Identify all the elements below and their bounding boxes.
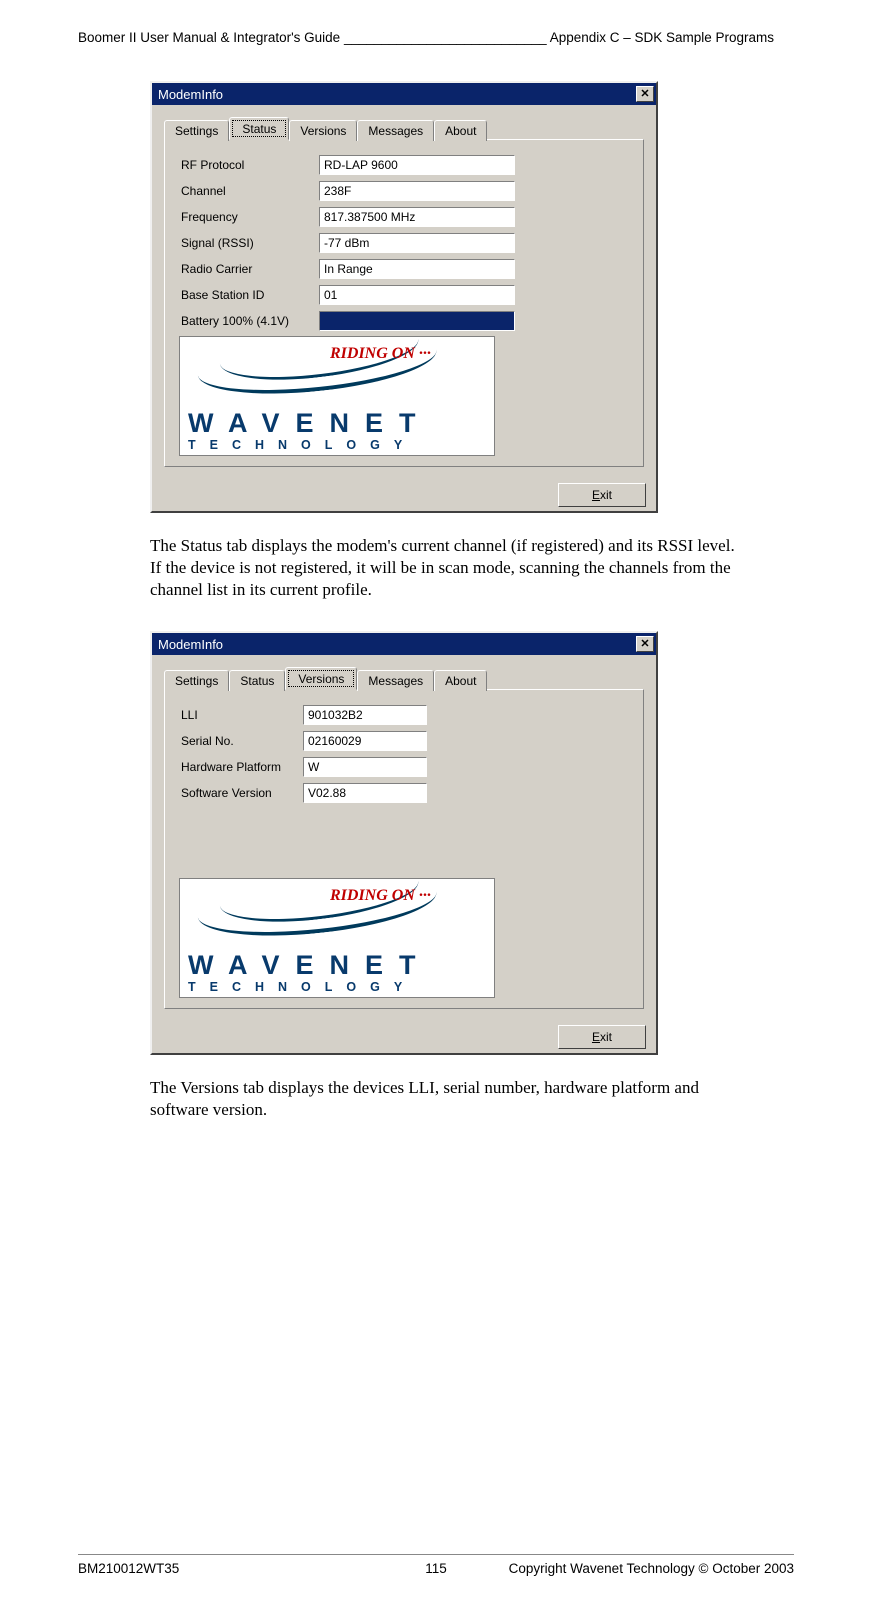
tab-panel-status: RF Protocol RD-LAP 9600 Channel 238F Fre… [164,139,644,467]
exit-button[interactable]: Exit [558,483,646,507]
row-software: Software Version V02.88 [179,782,629,804]
label-battery: Battery 100% (4.1V) [179,314,319,328]
label-channel: Channel [179,184,319,198]
tab-about[interactable]: About [434,670,487,691]
label-serial: Serial No. [179,734,303,748]
tab-messages[interactable]: Messages [357,120,434,141]
client-area: Settings Status Versions Messages About … [152,105,656,475]
logo-swoosh: RIDING ON ··· [180,343,494,397]
tab-versions[interactable]: Versions [289,120,357,141]
field-battery[interactable] [319,311,515,331]
field-hardware[interactable]: W [303,757,427,777]
client-area: Settings Status Versions Messages About … [152,655,656,1017]
logo-riding-text: RIDING ON ··· [330,345,431,363]
row-radio-carrier: Radio Carrier In Range [179,258,629,280]
field-software[interactable]: V02.88 [303,783,427,803]
logo-subbrand: TECHNOLOGY [184,439,490,452]
field-lli[interactable]: 901032B2 [303,705,427,725]
window-title: ModemInfo [158,637,223,652]
row-signal: Signal (RSSI) -77 dBm [179,232,629,254]
exit-button[interactable]: Exit [558,1025,646,1049]
label-signal: Signal (RSSI) [179,236,319,250]
row-frequency: Frequency 817.387500 MHz [179,206,629,228]
logo-inner: RIDING ON ··· WAVENET TECHNOLOGY [180,879,494,997]
close-icon[interactable]: ✕ [636,636,654,652]
row-battery: Battery 100% (4.1V) [179,310,629,332]
logo-swoosh: RIDING ON ··· [180,885,494,939]
paragraph-versions-description: The Versions tab displays the devices LL… [150,1077,736,1121]
window-title: ModemInfo [158,87,223,102]
page: Boomer II User Manual & Integrator's Gui… [0,0,872,1604]
label-base-station: Base Station ID [179,288,319,302]
row-serial: Serial No. 02160029 [179,730,629,752]
header-left: Boomer II User Manual & Integrator's Gui… [78,30,340,45]
logo-image: RIDING ON ··· WAVENET TECHNOLOGY [179,878,495,998]
logo-brand: WAVENET [184,410,490,437]
tab-messages[interactable]: Messages [357,670,434,691]
tab-panel-versions: LLI 901032B2 Serial No. 02160029 Hardwar… [164,689,644,1009]
field-frequency[interactable]: 817.387500 MHz [319,207,515,227]
tab-settings[interactable]: Settings [164,670,229,691]
header-right: Appendix C – SDK Sample Programs [550,30,774,45]
footer-left: BM210012WT35 [78,1561,179,1576]
row-hardware: Hardware Platform W [179,756,629,778]
row-lli: LLI 901032B2 [179,704,629,726]
tab-status[interactable]: Status [229,670,285,691]
spacer [179,808,629,878]
row-rf-protocol: RF Protocol RD-LAP 9600 [179,154,629,176]
window-modeminfo-status: ModemInfo ✕ Settings Status Versions Mes… [150,81,658,513]
tab-versions[interactable]: Versions [285,667,357,690]
titlebar[interactable]: ModemInfo ✕ [152,83,656,105]
row-channel: Channel 238F [179,180,629,202]
logo-image: RIDING ON ··· WAVENET TECHNOLOGY [179,336,495,456]
tabs-row: Settings Status Versions Messages About [164,667,644,690]
content-block: ModemInfo ✕ Settings Status Versions Mes… [150,81,794,1121]
logo-inner: RIDING ON ··· WAVENET TECHNOLOGY [180,337,494,455]
paragraph-status-description: The Status tab displays the modem's curr… [150,535,736,601]
tabs-row: Settings Status Versions Messages About [164,117,644,140]
page-footer: BM210012WT35 115 Copyright Wavenet Techn… [78,1554,794,1576]
close-icon[interactable]: ✕ [636,86,654,102]
logo-brand: WAVENET [184,952,490,979]
footer-page-number: 115 [425,1561,447,1576]
logo-subbrand: TECHNOLOGY [184,981,490,994]
field-channel[interactable]: 238F [319,181,515,201]
label-radio-carrier: Radio Carrier [179,262,319,276]
field-signal[interactable]: -77 dBm [319,233,515,253]
window-modeminfo-versions: ModemInfo ✕ Settings Status Versions Mes… [150,631,658,1055]
field-radio-carrier[interactable]: In Range [319,259,515,279]
button-row: Exit [152,1017,656,1053]
tab-about[interactable]: About [434,120,487,141]
row-base-station: Base Station ID 01 [179,284,629,306]
tab-settings[interactable]: Settings [164,120,229,141]
page-header: Boomer II User Manual & Integrator's Gui… [78,30,794,45]
label-frequency: Frequency [179,210,319,224]
titlebar[interactable]: ModemInfo ✕ [152,633,656,655]
field-serial[interactable]: 02160029 [303,731,427,751]
label-rf-protocol: RF Protocol [179,158,319,172]
logo-riding-text: RIDING ON ··· [330,887,431,905]
button-row: Exit [152,475,656,511]
label-software: Software Version [179,786,303,800]
tab-status[interactable]: Status [229,117,289,140]
header-separator: ___________________________ [344,30,550,45]
field-base-station[interactable]: 01 [319,285,515,305]
field-rf-protocol[interactable]: RD-LAP 9600 [319,155,515,175]
footer-right: Copyright Wavenet Technology © October 2… [509,1561,794,1576]
label-lli: LLI [179,708,303,722]
label-hardware: Hardware Platform [179,760,303,774]
